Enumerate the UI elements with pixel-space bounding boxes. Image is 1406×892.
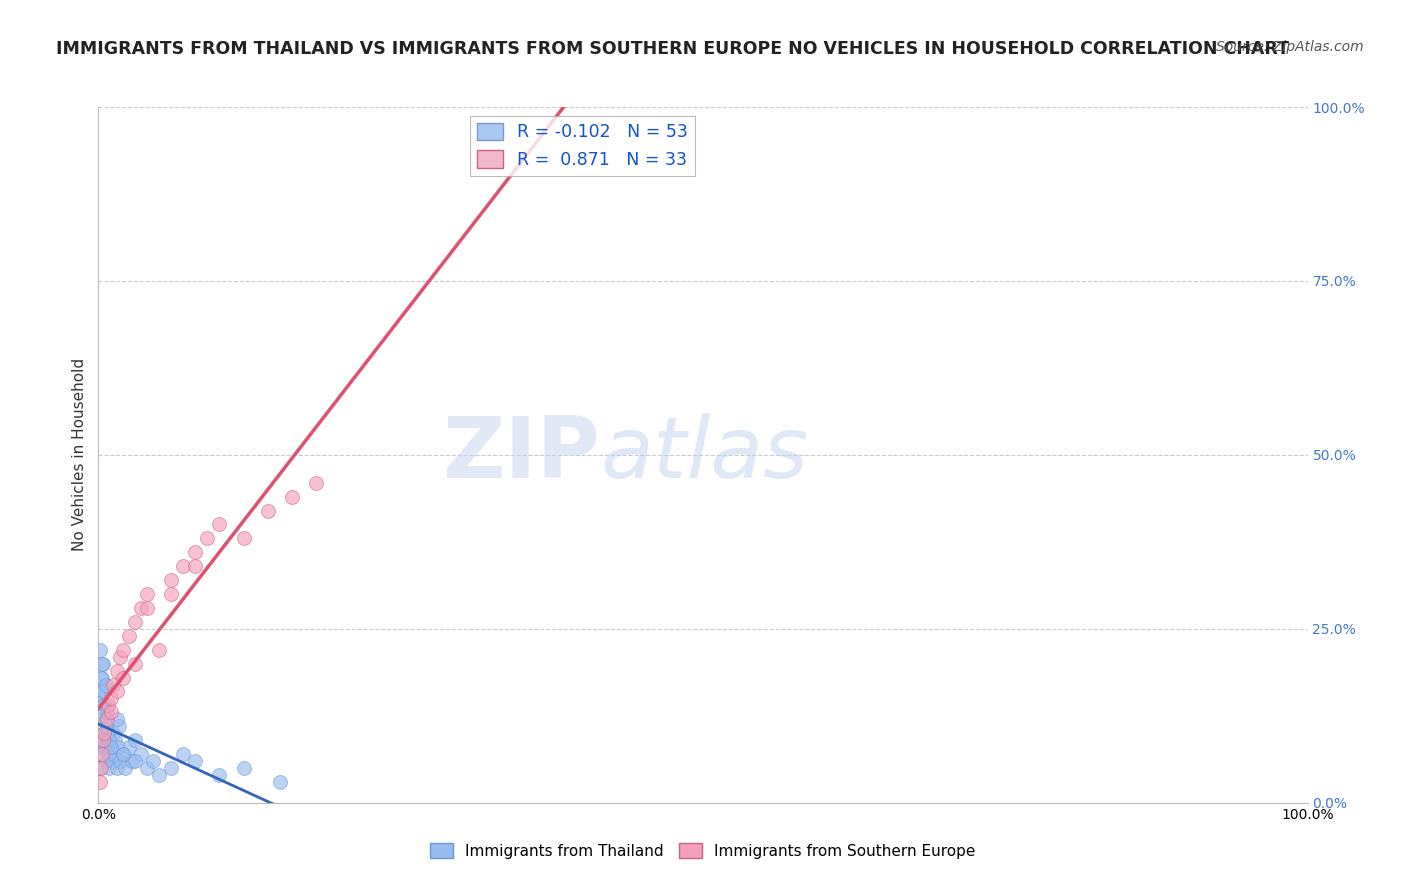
Point bbox=[100, 754, 122, 768]
Point bbox=[96, 712, 118, 726]
Point bbox=[160, 573, 183, 587]
Point bbox=[269, 775, 291, 789]
Point bbox=[184, 754, 207, 768]
Point bbox=[94, 740, 117, 755]
Point bbox=[93, 698, 115, 713]
Point bbox=[91, 684, 114, 698]
Point bbox=[114, 761, 136, 775]
Point bbox=[91, 671, 114, 685]
Point bbox=[172, 559, 194, 574]
Point bbox=[184, 559, 207, 574]
Point bbox=[160, 761, 183, 775]
Text: Source: ZipAtlas.com: Source: ZipAtlas.com bbox=[1216, 40, 1364, 54]
Point bbox=[105, 664, 128, 678]
Point bbox=[91, 733, 114, 747]
Point bbox=[93, 726, 115, 740]
Point bbox=[98, 761, 121, 775]
Point bbox=[105, 761, 128, 775]
Point bbox=[135, 761, 157, 775]
Point bbox=[91, 657, 114, 671]
Point bbox=[89, 642, 111, 657]
Point bbox=[124, 615, 146, 629]
Point bbox=[256, 503, 278, 517]
Point bbox=[103, 747, 125, 761]
Point bbox=[94, 754, 117, 768]
Point bbox=[90, 761, 112, 775]
Point bbox=[172, 747, 194, 761]
Point bbox=[118, 740, 141, 755]
Legend: Immigrants from Thailand, Immigrants from Southern Europe: Immigrants from Thailand, Immigrants fro… bbox=[425, 837, 981, 864]
Point bbox=[100, 740, 122, 755]
Point bbox=[90, 671, 112, 685]
Point bbox=[90, 712, 112, 726]
Point bbox=[232, 532, 254, 546]
Point bbox=[124, 733, 146, 747]
Point bbox=[208, 768, 231, 782]
Point bbox=[208, 517, 231, 532]
Point bbox=[281, 490, 304, 504]
Point bbox=[148, 642, 170, 657]
Point bbox=[96, 706, 118, 720]
Point bbox=[89, 775, 111, 789]
Point bbox=[111, 747, 134, 761]
Point bbox=[232, 761, 254, 775]
Point bbox=[100, 706, 122, 720]
Point bbox=[91, 747, 114, 761]
Point bbox=[90, 691, 112, 706]
Point bbox=[105, 712, 128, 726]
Point bbox=[91, 684, 114, 698]
Point bbox=[105, 684, 128, 698]
Point bbox=[97, 726, 120, 740]
Point bbox=[148, 768, 170, 782]
Point bbox=[97, 747, 120, 761]
Point bbox=[100, 691, 122, 706]
Point bbox=[91, 657, 114, 671]
Point bbox=[93, 726, 115, 740]
Point bbox=[93, 698, 115, 713]
Point bbox=[124, 657, 146, 671]
Point bbox=[108, 649, 131, 664]
Point bbox=[184, 545, 207, 559]
Point bbox=[129, 601, 152, 615]
Point bbox=[100, 740, 122, 755]
Point bbox=[97, 698, 120, 713]
Point bbox=[108, 719, 131, 733]
Text: IMMIGRANTS FROM THAILAND VS IMMIGRANTS FROM SOUTHERN EUROPE NO VEHICLES IN HOUSE: IMMIGRANTS FROM THAILAND VS IMMIGRANTS F… bbox=[56, 40, 1289, 58]
Point bbox=[94, 677, 117, 691]
Point bbox=[96, 712, 118, 726]
Point bbox=[111, 671, 134, 685]
Point bbox=[118, 629, 141, 643]
Point bbox=[129, 747, 152, 761]
Point bbox=[305, 475, 328, 490]
Text: ZIP: ZIP bbox=[443, 413, 600, 497]
Y-axis label: No Vehicles in Household: No Vehicles in Household bbox=[72, 359, 87, 551]
Point bbox=[89, 740, 111, 755]
Point bbox=[96, 719, 118, 733]
Point bbox=[121, 754, 143, 768]
Point bbox=[111, 642, 134, 657]
Point bbox=[195, 532, 218, 546]
Point bbox=[160, 587, 183, 601]
Point bbox=[135, 587, 157, 601]
Point bbox=[104, 733, 127, 747]
Point bbox=[89, 761, 111, 775]
Point bbox=[135, 601, 157, 615]
Point bbox=[111, 747, 134, 761]
Point bbox=[96, 733, 118, 747]
Point bbox=[101, 726, 124, 740]
Point bbox=[142, 754, 165, 768]
Point bbox=[108, 754, 131, 768]
Point bbox=[98, 733, 121, 747]
Point bbox=[124, 754, 146, 768]
Text: atlas: atlas bbox=[600, 413, 808, 497]
Point bbox=[107, 740, 129, 755]
Point bbox=[101, 677, 124, 691]
